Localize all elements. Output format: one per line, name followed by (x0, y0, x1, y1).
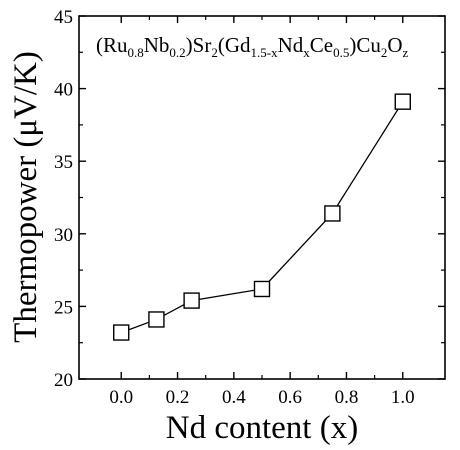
annotation-subscript: z (403, 45, 409, 60)
y-tick-label: 30 (54, 225, 73, 246)
data-point (183, 292, 200, 309)
annotation-subscript: 1.5-x (251, 45, 279, 60)
y-tick-label: 35 (54, 152, 73, 173)
annotation-subscript: 2 (381, 45, 388, 60)
y-tick-label: 45 (54, 7, 73, 28)
annotation-text: (Gd (218, 33, 251, 57)
plot-frame (78, 15, 446, 380)
data-series (113, 93, 411, 341)
x-tick-label: 0.2 (166, 387, 190, 408)
y-axis-label: Thermopower (μV/K) (8, 51, 44, 343)
data-point (394, 93, 411, 110)
annotation-text: Ce (310, 33, 333, 57)
annotation-text: )Sr (186, 33, 212, 57)
y-tick-label: 25 (54, 297, 73, 318)
annotation-text: Nb (144, 33, 170, 57)
chart-annotation: (Ru0.8Nb0.2)Sr2(Gd1.5-xNdxCe0.5)Cu2Oz (96, 33, 409, 60)
annotation-text: O (387, 33, 402, 57)
x-tick-label: 0.8 (335, 387, 359, 408)
x-tick-label: 0.4 (222, 387, 246, 408)
y-tick-label: 40 (54, 80, 73, 101)
data-point (113, 324, 130, 341)
data-point (148, 311, 165, 328)
data-point (253, 280, 271, 298)
annotation-text: )Cu (349, 33, 381, 57)
series-line (121, 101, 404, 334)
y-tick-label: 20 (54, 370, 73, 391)
annotation-subscript: 0.5 (333, 45, 349, 60)
annotation-subscript: 0.2 (169, 45, 185, 60)
x-tick-label: 0.0 (109, 387, 133, 408)
annotation-text: Nd (278, 33, 304, 57)
x-tick-label: 0.6 (278, 387, 302, 408)
annotation-subscript: x (303, 45, 310, 60)
data-point (324, 205, 341, 222)
x-axis-label: Nd content (x) (166, 410, 358, 446)
tick-labels: 0.0 0.2 0.4 0.6 0.8 1.0 20 25 30 35 40 45 (54, 7, 415, 408)
annotation-text: (Ru (96, 33, 128, 57)
annotation-subscript: 2 (211, 45, 218, 60)
annotation-subscript: 0.8 (128, 45, 144, 60)
x-tick-label: 1.0 (391, 387, 415, 408)
axis-ticks (79, 15, 445, 380)
